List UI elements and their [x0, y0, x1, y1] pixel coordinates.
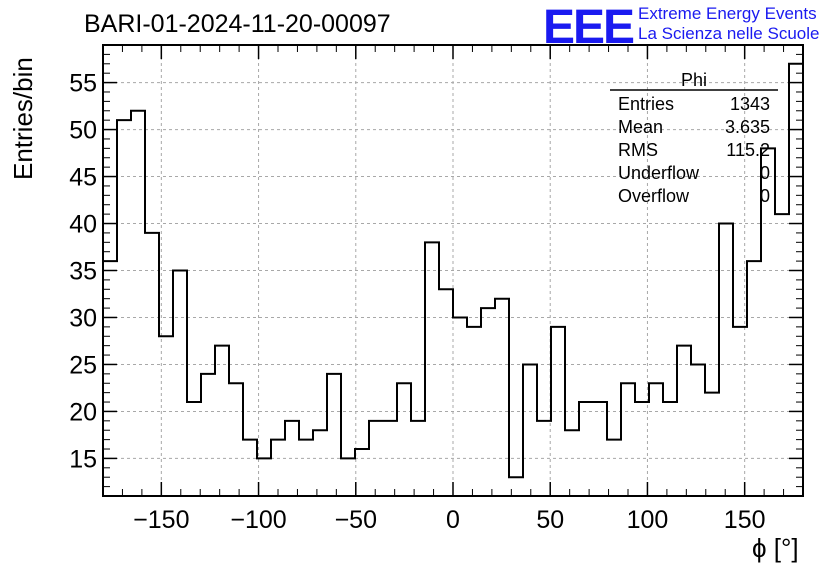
x-tick-label: 100 [627, 506, 669, 534]
chart-title: BARI-01-2024-11-20-00097 [84, 10, 391, 38]
stats-row-value: 0 [760, 163, 770, 183]
x-tick-label: 0 [446, 506, 460, 534]
y-tick-label: 45 [69, 164, 97, 192]
x-tick-label: −100 [230, 506, 286, 534]
stats-row-value: 3.635 [725, 117, 770, 137]
stats-row-label: Overflow [618, 186, 690, 206]
y-tick-label: 35 [69, 258, 97, 286]
y-tick-label: 55 [69, 70, 97, 98]
y-axis-label: Entries/bin [8, 57, 38, 180]
eee-logo: EEE [543, 1, 635, 54]
x-tick-label: 150 [724, 506, 766, 534]
stats-row-label: Entries [618, 94, 674, 114]
stats-row-label: Mean [618, 117, 663, 137]
stats-row-label: RMS [618, 140, 658, 160]
x-tick-label: 50 [536, 506, 564, 534]
y-tick-label: 25 [69, 351, 97, 379]
y-tick-label: 20 [69, 398, 97, 426]
x-axis-label: ϕ [°] [752, 533, 799, 563]
stats-box: Phi Entries 1343 Mean 3.635 RMS 115.2 Underflow… [610, 70, 778, 206]
logo-text-line2: La Scienza nelle Scuole [638, 24, 820, 43]
stats-row-value: 115.2 [726, 140, 770, 160]
grid-lines [103, 45, 803, 496]
y-tick-label: 40 [69, 211, 97, 239]
x-tick-label: −50 [335, 506, 377, 534]
axis-ticks [102, 44, 804, 497]
y-tick-label: 50 [69, 117, 97, 145]
histogram-outline [102, 62, 804, 496]
stats-row-label: Underflow [618, 163, 700, 183]
axis-tick-labels: −150 −100 −50 0 50 100 150 15 20 25 30 35 40 45 50 55 [69, 70, 765, 534]
stats-row-value: 0 [760, 186, 770, 206]
x-tick-label: −150 [133, 506, 189, 534]
y-tick-label: 15 [69, 445, 97, 473]
stats-row-value: 1343 [730, 94, 770, 114]
stats-box-title: Phi [681, 70, 707, 90]
y-tick-label: 30 [69, 304, 97, 332]
logo-text-line1: Extreme Energy Events [638, 4, 817, 23]
